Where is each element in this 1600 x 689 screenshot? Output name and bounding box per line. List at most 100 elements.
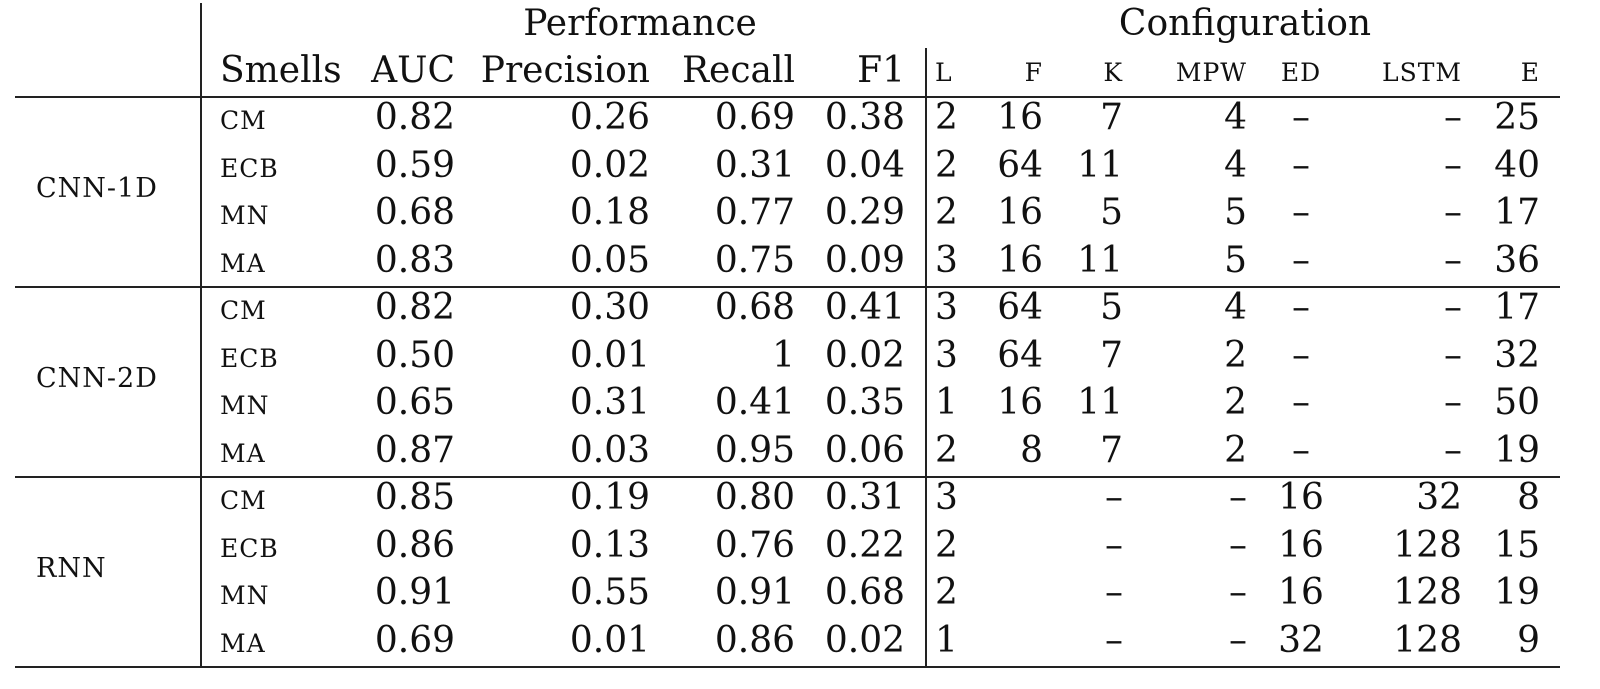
value-cell: 0.02: [569, 144, 650, 186]
column-header: E: [1520, 58, 1540, 87]
value-cell: –: [1444, 239, 1462, 281]
model-label: CNN-1D: [36, 175, 158, 202]
value-cell: 0.29: [824, 192, 905, 233]
value-cell: 0.02: [824, 619, 905, 661]
model-label: RNN: [36, 555, 107, 582]
value-cell: 16: [997, 97, 1043, 138]
value-cell: 128: [1393, 619, 1462, 661]
value-cell: 16: [997, 382, 1043, 423]
model-name: CNN-2: [36, 363, 136, 394]
value-cell: 0.77: [714, 192, 795, 233]
value-cell: 0.02: [824, 334, 905, 376]
smell-cell: MA: [220, 628, 266, 658]
value-cell: 0.85: [374, 477, 455, 518]
value-cell: 16: [1278, 477, 1324, 518]
group-rule-2: [15, 476, 1560, 478]
value-cell: 0.69: [714, 97, 795, 138]
value-cell: 0.87: [374, 429, 455, 471]
smell-cell: CM: [220, 486, 267, 515]
value-cell: 2: [935, 524, 958, 566]
value-cell: 19: [1494, 429, 1540, 471]
value-cell: 128: [1393, 524, 1462, 566]
value-cell: 2: [935, 97, 958, 138]
value-cell: 2: [1224, 334, 1247, 376]
value-cell: 11: [1077, 382, 1123, 423]
model-name: CNN-1: [36, 173, 136, 204]
value-cell: 4: [1224, 144, 1247, 186]
value-cell: 25: [1494, 97, 1540, 138]
value-cell: 2: [935, 572, 958, 613]
value-cell: –: [1292, 382, 1310, 423]
column-header: F: [1024, 58, 1043, 87]
value-cell: 5: [1224, 192, 1247, 233]
value-cell: 0.86: [374, 524, 455, 566]
value-cell: 0.18: [569, 192, 650, 233]
smell-cell: MN: [220, 201, 270, 230]
value-cell: 64: [997, 287, 1043, 328]
value-cell: –: [1105, 619, 1123, 661]
value-cell: –: [1444, 334, 1462, 376]
smell-cell: MA: [220, 438, 266, 468]
value-cell: 0.13: [569, 524, 650, 566]
value-cell: 5: [1100, 192, 1123, 233]
value-cell: 0.82: [374, 97, 455, 138]
smell-cell: ECB: [220, 533, 279, 563]
column-header: Recall: [681, 50, 795, 91]
value-cell: 17: [1494, 192, 1540, 233]
value-cell: 7: [1100, 429, 1123, 471]
smell-cell: ECB: [220, 343, 279, 373]
value-cell: –: [1292, 97, 1310, 138]
value-cell: 15: [1494, 524, 1540, 566]
value-cell: 0.26: [569, 97, 650, 138]
value-cell: 40: [1494, 144, 1540, 186]
value-cell: 16: [1278, 524, 1324, 566]
value-cell: 0.83: [374, 239, 455, 281]
smell-cell: MN: [220, 391, 270, 420]
value-cell: –: [1105, 572, 1123, 613]
value-cell: –: [1105, 477, 1123, 518]
value-cell: 5: [1100, 287, 1123, 328]
value-cell: 0.68: [824, 572, 905, 613]
value-cell: 0.09: [824, 239, 905, 281]
value-cell: 0.38: [824, 97, 905, 138]
value-cell: 2: [1224, 382, 1247, 423]
value-cell: 0.69: [374, 619, 455, 661]
value-cell: 7: [1100, 97, 1123, 138]
model-name-suffix: D: [135, 173, 158, 204]
value-cell: 4: [1224, 97, 1247, 138]
value-cell: 0.01: [569, 619, 650, 661]
value-cell: –: [1292, 239, 1310, 281]
value-cell: 8: [1517, 477, 1540, 518]
model-name-suffix: D: [135, 363, 158, 394]
value-cell: 0.31: [714, 144, 795, 186]
value-cell: 16: [997, 192, 1043, 233]
value-cell: 19: [1494, 572, 1540, 613]
value-cell: 2: [935, 144, 958, 186]
value-cell: 0.06: [824, 429, 905, 471]
value-cell: –: [1444, 382, 1462, 423]
value-cell: 50: [1494, 382, 1540, 423]
value-cell: –: [1444, 144, 1462, 186]
column-header: ED: [1280, 58, 1322, 87]
column-header: Precision: [480, 50, 650, 91]
value-cell: 0.31: [569, 382, 650, 423]
value-cell: 0.05: [569, 239, 650, 281]
value-cell: 3: [935, 287, 958, 328]
column-header: Smells: [220, 50, 342, 91]
value-cell: 11: [1077, 144, 1123, 186]
value-cell: 7: [1100, 334, 1123, 376]
value-cell: 16: [997, 239, 1043, 281]
value-cell: 0.55: [569, 572, 650, 613]
value-cell: 32: [1494, 334, 1540, 376]
value-cell: –: [1444, 287, 1462, 328]
smell-cell: CM: [220, 106, 267, 135]
value-cell: 3: [935, 477, 958, 518]
value-cell: 0.75: [714, 239, 795, 281]
value-cell: 32: [1416, 477, 1462, 518]
value-cell: 4: [1224, 287, 1247, 328]
value-cell: 0.68: [374, 192, 455, 233]
value-cell: –: [1444, 429, 1462, 471]
value-cell: 0.01: [569, 334, 650, 376]
value-cell: 9: [1517, 619, 1540, 661]
value-cell: 0.04: [824, 144, 905, 186]
